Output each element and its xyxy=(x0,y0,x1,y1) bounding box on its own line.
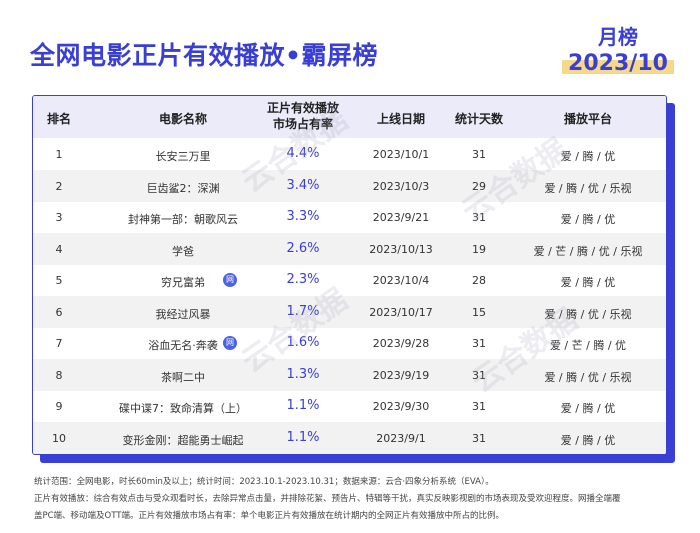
table-row: 5 穷兄富弟 2.3% 2023/10/4 28 爱 / 腾 / 优 网 xyxy=(33,264,666,296)
cell-movie-name: 长安三万里 xyxy=(93,148,273,164)
header-movie-name: 电影名称 xyxy=(93,110,273,127)
footnotes: 统计范围：全网电影，时长60min及以上；统计时间：2023.10.1-2023… xyxy=(34,474,674,525)
cell-platform: 爱 / 腾 / 优 xyxy=(513,274,663,290)
cell-stat-days: 28 xyxy=(439,274,519,287)
cell-stat-days: 15 xyxy=(439,306,519,319)
cell-platform: 爱 / 腾 / 优 / 乐视 xyxy=(513,306,663,322)
cell-movie-name: 穷兄富弟 xyxy=(93,274,273,290)
cell-movie-name: 学爸 xyxy=(93,243,273,259)
ranking-table: 排名 电影名称 正片有效播放 市场占有率 上线日期 统计天数 播放平台 1 长安三… xyxy=(32,95,667,455)
cell-movie-name: 巨齿鲨2：深渊 xyxy=(93,180,273,196)
cell-movie-name: 封神第一部：朝歌风云 xyxy=(93,211,273,227)
cell-release-date: 2023/10/4 xyxy=(351,274,451,287)
cell-platform: 爱 / 腾 / 优 xyxy=(513,432,663,448)
cell-stat-days: 31 xyxy=(439,148,519,161)
cell-platform: 爱 / 腾 / 优 xyxy=(513,148,663,164)
cell-movie-name: 变形金刚：超能勇士崛起 xyxy=(93,432,273,448)
table-row: 9 碟中谍7：致命清算（上） 1.1% 2023/9/30 31 爱 / 腾 / 优 xyxy=(33,390,666,422)
cell-release-date: 2023/9/28 xyxy=(351,337,451,350)
cell-stat-days: 31 xyxy=(439,432,519,445)
cell-stat-days: 31 xyxy=(439,369,519,382)
online-movie-badge-icon: 网 xyxy=(223,273,237,287)
cell-rank: 1 xyxy=(37,148,81,161)
cell-rank: 6 xyxy=(37,306,81,319)
cell-rank: 4 xyxy=(37,243,81,256)
cell-market-share: 2.3% xyxy=(248,272,358,287)
cell-market-share: 1.3% xyxy=(248,367,358,382)
cell-platform: 爱 / 腾 / 优 xyxy=(513,400,663,416)
header-market-share-line1: 正片有效播放 xyxy=(248,100,358,116)
cell-rank: 7 xyxy=(37,337,81,350)
cell-market-share: 3.4% xyxy=(248,178,358,193)
header-rank: 排名 xyxy=(37,110,81,127)
period-badge: 月榜 2023/10 xyxy=(560,24,676,82)
cell-release-date: 2023/10/17 xyxy=(351,306,451,319)
table-row: 10 变形金刚：超能勇士崛起 1.1% 2023/9/1 31 爱 / 腾 / 优 xyxy=(33,422,666,454)
table-row: 7 浴血无名·奔袭 1.6% 2023/9/28 31 爱 / 芒 / 腾 / 优 网 xyxy=(33,327,666,359)
footnote-line: 盖PC端、移动端及OTT端。正片有效播放市场占有率：单个电影正片有效播放在统计期… xyxy=(34,508,674,525)
table-row: 1 长安三万里 4.4% 2023/10/1 31 爱 / 腾 / 优 xyxy=(33,138,666,170)
cell-rank: 3 xyxy=(37,211,81,224)
cell-release-date: 2023/9/30 xyxy=(351,400,451,413)
cell-market-share: 3.3% xyxy=(248,209,358,224)
cell-rank: 10 xyxy=(37,432,81,445)
cell-release-date: 2023/10/13 xyxy=(351,243,451,256)
table-row: 4 学爸 2.6% 2023/10/13 19 爱 / 芒 / 腾 / 优 / 乐视 xyxy=(33,233,666,265)
footnote-line: 统计范围：全网电影，时长60min及以上；统计时间：2023.10.1-2023… xyxy=(34,474,674,491)
cell-stat-days: 31 xyxy=(439,337,519,350)
cell-market-share: 4.4% xyxy=(248,146,358,161)
cell-movie-name: 我经过风暴 xyxy=(93,306,273,322)
cell-platform: 爱 / 腾 / 优 xyxy=(513,211,663,227)
cell-release-date: 2023/9/19 xyxy=(351,369,451,382)
cell-release-date: 2023/9/1 xyxy=(351,432,451,445)
cell-platform: 爱 / 芒 / 腾 / 优 / 乐视 xyxy=(513,243,663,259)
footnote-line: 正片有效播放：综合有效点击与受众观看时长，去除异常点击量，并排除花絮、预告片、特… xyxy=(34,491,674,508)
header-release-date: 上线日期 xyxy=(351,110,451,127)
cell-platform: 爱 / 腾 / 优 / 乐视 xyxy=(513,180,663,196)
cell-platform: 爱 / 腾 / 优 / 乐视 xyxy=(513,369,663,385)
cell-rank: 8 xyxy=(37,369,81,382)
cell-market-share: 1.7% xyxy=(248,304,358,319)
cell-stat-days: 31 xyxy=(439,400,519,413)
table-row: 3 封神第一部：朝歌风云 3.3% 2023/9/21 31 爱 / 腾 / 优 xyxy=(33,201,666,233)
cell-rank: 2 xyxy=(37,180,81,193)
header-market-share: 正片有效播放 市场占有率 xyxy=(248,100,358,132)
cell-market-share: 1.1% xyxy=(248,398,358,413)
badge-period-date: 2023/10 xyxy=(568,51,668,76)
page-title: 全网电影正片有效播放•霸屏榜 xyxy=(30,36,378,72)
table-row: 6 我经过风暴 1.7% 2023/10/17 15 爱 / 腾 / 优 / 乐视 xyxy=(33,296,666,328)
cell-market-share: 1.1% xyxy=(248,430,358,445)
cell-platform: 爱 / 芒 / 腾 / 优 xyxy=(513,337,663,353)
cell-release-date: 2023/10/3 xyxy=(351,180,451,193)
cell-rank: 9 xyxy=(37,400,81,413)
cell-stat-days: 31 xyxy=(439,211,519,224)
cell-market-share: 1.6% xyxy=(248,335,358,350)
table-row: 8 茶啊二中 1.3% 2023/9/19 31 爱 / 腾 / 优 / 乐视 xyxy=(33,359,666,391)
cell-release-date: 2023/10/1 xyxy=(351,148,451,161)
header-stat-days: 统计天数 xyxy=(439,110,519,127)
table-row: 2 巨齿鲨2：深渊 3.4% 2023/10/3 29 爱 / 腾 / 优 / 乐视 xyxy=(33,170,666,202)
cell-movie-name: 浴血无名·奔袭 xyxy=(93,337,273,353)
badge-period-type: 月榜 xyxy=(598,25,638,49)
online-movie-badge-icon: 网 xyxy=(223,336,237,350)
cell-rank: 5 xyxy=(37,274,81,287)
header-market-share-line2: 市场占有率 xyxy=(248,116,358,132)
cell-movie-name: 茶啊二中 xyxy=(93,369,273,385)
cell-stat-days: 29 xyxy=(439,180,519,193)
cell-market-share: 2.6% xyxy=(248,241,358,256)
header-platform: 播放平台 xyxy=(523,110,653,127)
cell-release-date: 2023/9/21 xyxy=(351,211,451,224)
cell-stat-days: 19 xyxy=(439,243,519,256)
cell-movie-name: 碟中谍7：致命清算（上） xyxy=(93,400,273,416)
table-header: 排名 电影名称 正片有效播放 市场占有率 上线日期 统计天数 播放平台 xyxy=(33,96,666,138)
